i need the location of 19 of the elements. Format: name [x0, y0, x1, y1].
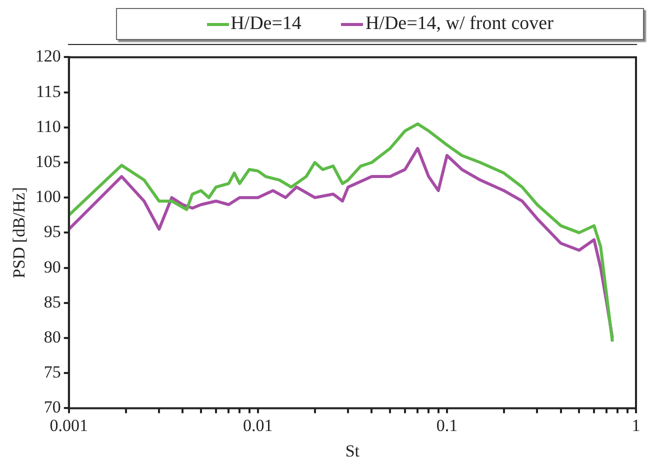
y-tick-label: 75: [44, 362, 61, 382]
y-axis-title: PSD [dB/Hz]: [10, 187, 29, 278]
y-tick-label: 85: [44, 292, 61, 312]
legend-label: H/De=14: [230, 13, 302, 35]
legend-label: H/De=14, w/ front cover: [365, 13, 554, 35]
y-tick-label: 110: [36, 116, 61, 136]
y-tick-label: 100: [35, 187, 61, 206]
y-tick-label: 115: [36, 82, 61, 101]
y-tick-label: 95: [44, 222, 61, 242]
y-tick-label: 70: [44, 398, 61, 417]
x-tick-label: 0.001: [50, 416, 88, 435]
y-tick-label: 120: [35, 46, 61, 66]
x-tick-label: 0.01: [243, 416, 273, 435]
y-tick-label: 90: [44, 257, 61, 276]
x-axis-title: St: [345, 441, 360, 460]
y-tick-label: 105: [35, 152, 61, 171]
y-tick-label: 80: [44, 327, 61, 346]
x-tick-label: 1: [632, 416, 640, 435]
x-tick-label: 0.1: [436, 416, 458, 435]
